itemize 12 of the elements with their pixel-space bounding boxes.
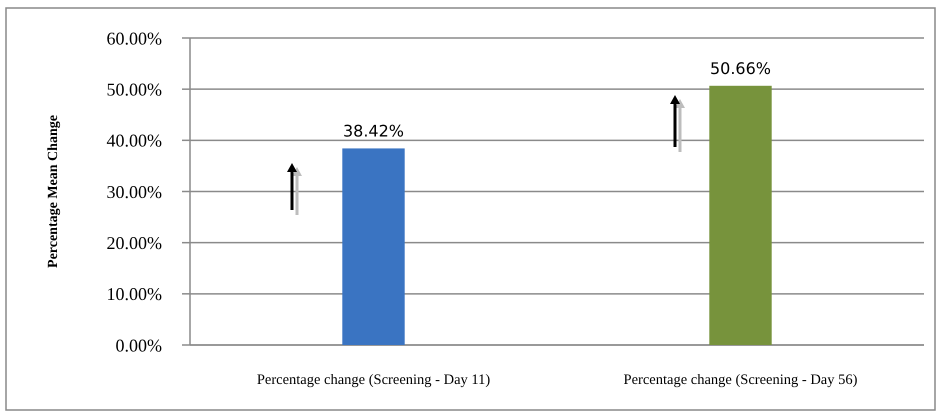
data-label: 50.66% [710,58,772,78]
y-axis-title: Percentage Mean Change [46,115,61,268]
x-tick-label: Percentage change (Screening - Day 11) [256,372,490,388]
y-tick-label: 20.00% [106,232,162,253]
x-tick-label: Percentage change (Screening - Day 56) [624,372,858,388]
y-tick-label: 30.00% [106,182,162,202]
y-tick-label: 40.00% [106,130,162,151]
y-tick-label: 50.00% [106,79,162,100]
y-tick-label: 60.00% [106,28,162,48]
y-tick-label: 10.00% [106,284,162,304]
y-tick-label: 0.00% [116,335,162,356]
data-label: 38.42% [342,121,404,140]
